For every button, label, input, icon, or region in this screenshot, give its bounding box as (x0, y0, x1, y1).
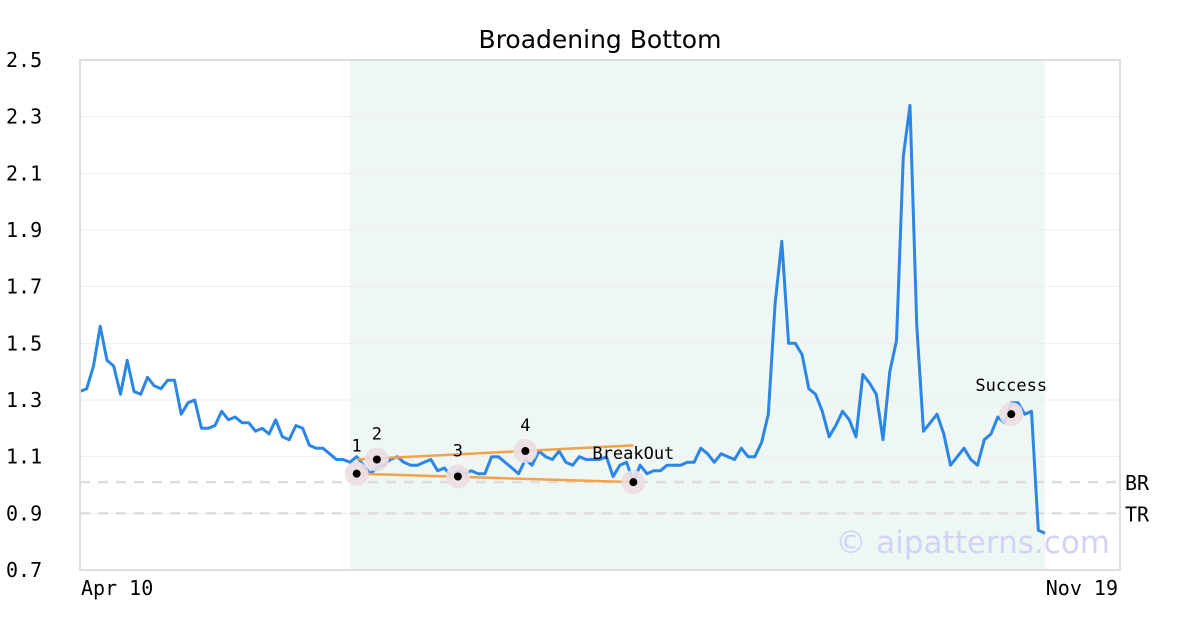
marker-dot (453, 472, 462, 481)
y-tick-label: 1.9 (6, 218, 42, 242)
y-tick-labels: 2.5 2.3 2.1 1.9 1.7 1.5 1.3 1.1 0.9 0.7 (6, 48, 42, 582)
y-tick-label: 1.1 (6, 445, 42, 469)
chart-title: Broadening Bottom (479, 25, 722, 54)
marker-label: 4 (520, 416, 530, 436)
pattern-zone (349, 60, 1046, 570)
y-tick-label: 1.3 (6, 388, 42, 412)
watermark: © aipatterns.com (835, 525, 1110, 561)
marker-dot (521, 447, 530, 455)
reference-line-label: TR (1125, 502, 1150, 526)
y-tick-label: 2.1 (6, 161, 42, 185)
series-line (79, 103, 1046, 535)
y-tick-label: 1.5 (6, 331, 42, 355)
marker-label: Success (975, 376, 1047, 396)
y-tick-label: 0.9 (6, 501, 42, 525)
marker-label: BreakOut (592, 444, 674, 464)
reference-line-label: BR (1125, 471, 1150, 495)
marker-dot (372, 455, 381, 464)
trendlines (356, 444, 634, 484)
y-tick-label: 0.7 (6, 558, 42, 582)
marker-dot (352, 469, 361, 478)
y-tick-label: 2.3 (6, 105, 42, 129)
y-tick-label: 1.7 (6, 275, 42, 299)
y-tick-label: 2.5 (6, 48, 42, 72)
x-tick-label-start: Apr 10 (81, 576, 153, 600)
pattern-markers: 12 3 4 BreakOut Success (344, 376, 1047, 495)
trendline (356, 444, 634, 461)
plot-frame (79, 59, 1121, 571)
marker-label: 2 (372, 425, 382, 445)
marker-dot (629, 478, 638, 487)
marker-label: 1 (352, 437, 362, 457)
trendline (356, 472, 634, 484)
reference-lines: BR TR (80, 471, 1150, 526)
x-tick-label-end: Nov 19 (1046, 576, 1118, 600)
marker-label: 3 (453, 442, 463, 462)
series-group (79, 103, 1046, 535)
marker-dot (1007, 410, 1016, 419)
